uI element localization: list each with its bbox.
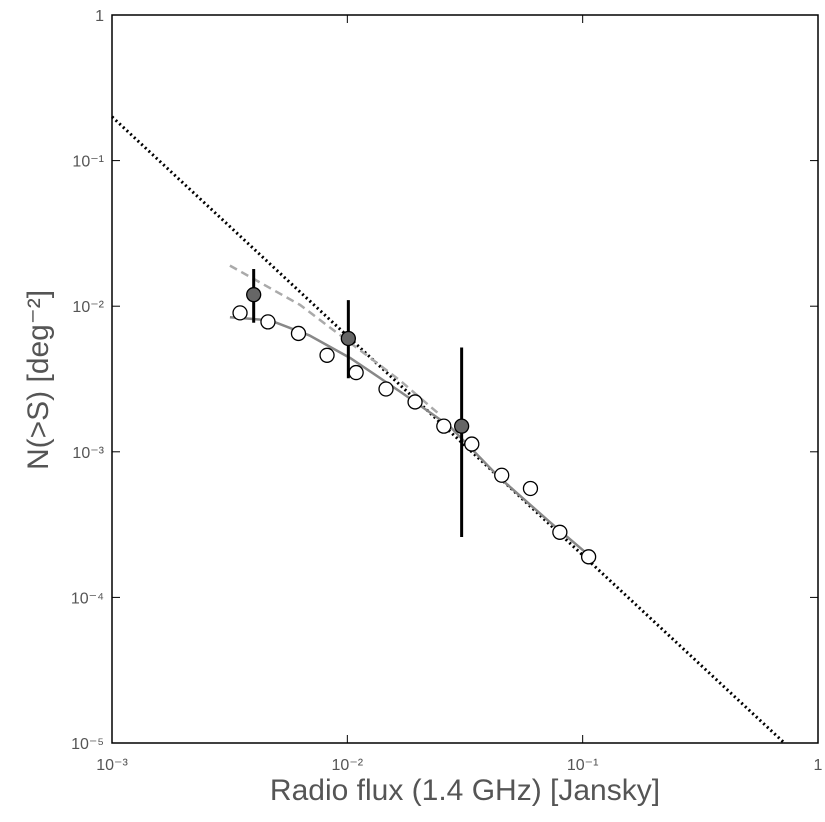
point xyxy=(407,394,423,410)
y-tick-label: 10⁻² xyxy=(72,299,104,316)
x-tick-label: 1 xyxy=(814,757,823,774)
x-tick-label: 10⁻¹ xyxy=(567,757,599,774)
point xyxy=(552,524,568,540)
point xyxy=(580,549,597,565)
line-solid xyxy=(229,315,596,562)
point xyxy=(260,314,276,330)
point xyxy=(522,480,539,497)
x-tick-label: 10⁻² xyxy=(332,757,364,774)
point xyxy=(464,436,480,452)
point xyxy=(348,364,364,381)
point xyxy=(340,330,357,347)
line-dotted xyxy=(110,115,786,745)
point xyxy=(453,418,470,434)
point xyxy=(246,287,262,303)
y-axis-label: N(>S) [deg⁻²] xyxy=(22,290,55,470)
point xyxy=(290,325,307,342)
point xyxy=(232,305,248,321)
y-tick-label: 10⁻³ xyxy=(72,445,104,462)
y-tick-label: 10⁻⁴ xyxy=(71,590,104,607)
point xyxy=(378,381,394,397)
point xyxy=(436,418,452,434)
y-tick-label: 10⁻¹ xyxy=(72,154,104,171)
x-tick-label: 10⁻³ xyxy=(96,757,128,774)
x-axis-label: Radio flux (1.4 GHz) [Jansky] xyxy=(270,774,660,807)
point xyxy=(494,467,510,483)
plot-frame xyxy=(111,14,819,744)
y-tick-label: 1 xyxy=(95,8,104,25)
y-tick-label: 10⁻⁵ xyxy=(71,736,104,753)
line-dashed xyxy=(229,264,441,416)
point xyxy=(319,347,335,363)
